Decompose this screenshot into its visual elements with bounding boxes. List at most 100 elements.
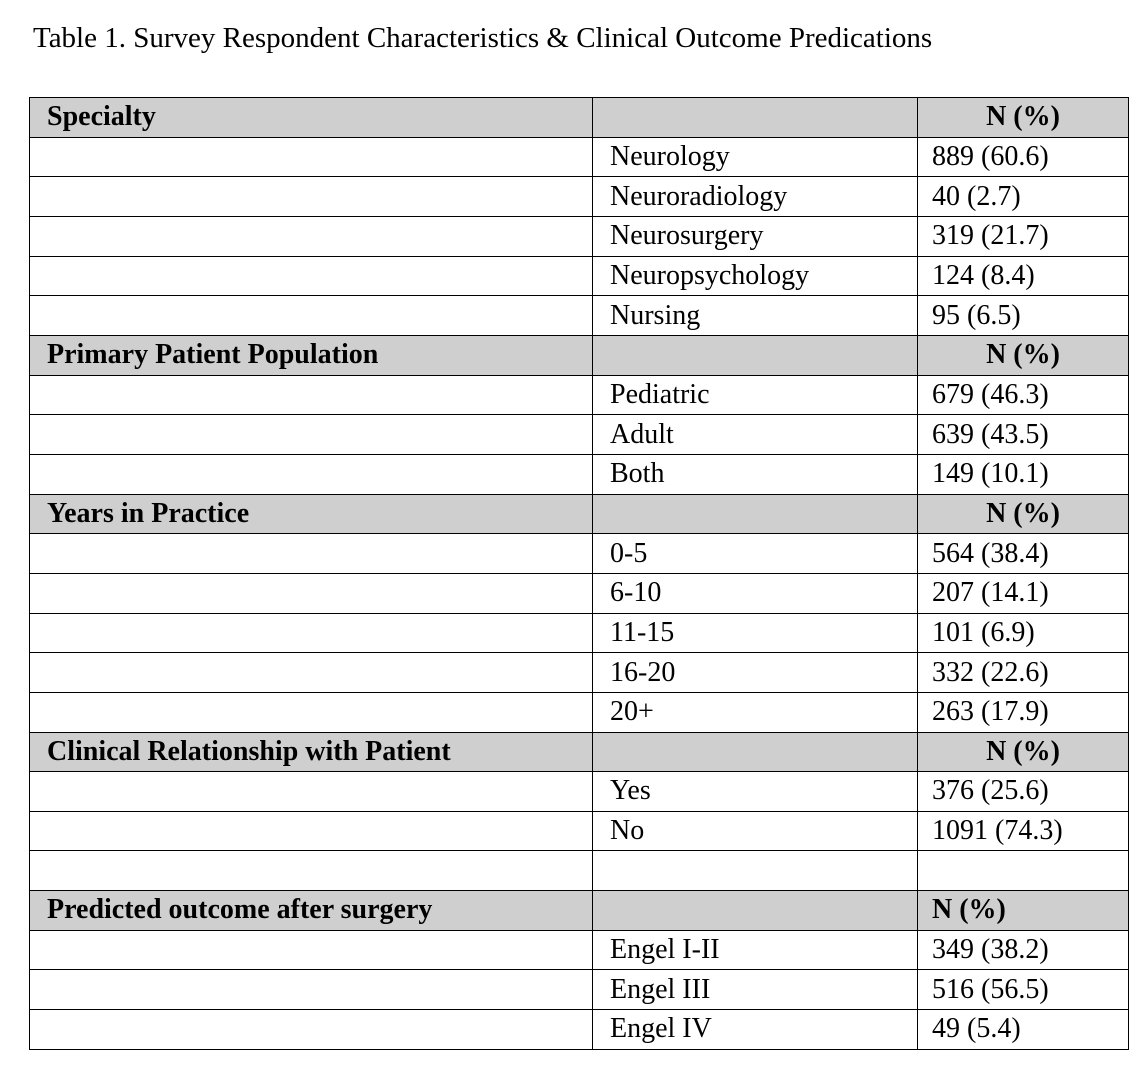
cell [592,334,918,376]
category: Pediatric [592,374,918,416]
data-row: Neurology 889 (60.6) [29,136,1129,178]
count: 149 (10.1) [917,453,1129,495]
section-header-row: Predicted outcome after surgery N (%) [29,890,1129,931]
section-header-row: Specialty N (%) [29,97,1129,138]
cell [592,493,918,535]
data-row: Adult 639 (43.5) [29,414,1129,455]
cell [29,850,593,892]
count: 376 (25.6) [917,771,1129,812]
section-heading: Clinical Relationship with Patient [29,731,593,773]
cell [29,414,593,455]
count: 564 (38.4) [917,533,1129,574]
category: Neuropsychology [592,255,918,297]
cell [592,97,918,138]
data-row: 6-10 207 (14.1) [29,572,1129,614]
cell [29,572,593,614]
cell [29,215,593,257]
category: No [592,810,918,852]
category: Nursing [592,295,918,336]
data-row: 16-20 332 (22.6) [29,652,1129,693]
column-header: N (%) [917,97,1129,138]
data-row: Both 149 (10.1) [29,453,1129,495]
count: 101 (6.9) [917,612,1129,654]
category: Engel I-II [592,929,918,971]
count: 1091 (74.3) [917,810,1129,852]
cell [29,612,593,654]
table-body: Specialty N (%) Neurology 889 (60.6) Neurora… [29,97,1129,1050]
section-heading: Predicted outcome after surgery [29,890,593,931]
count: 639 (43.5) [917,414,1129,455]
count: 349 (38.2) [917,929,1129,971]
cell [29,374,593,416]
column-header: N (%) [917,890,1129,931]
count: 49 (5.4) [917,1009,1129,1050]
column-header: N (%) [917,334,1129,376]
section-heading: Primary Patient Population [29,334,593,376]
count: 124 (8.4) [917,255,1129,297]
category: Yes [592,771,918,812]
cell [29,1009,593,1050]
cell [29,295,593,336]
category: 0-5 [592,533,918,574]
data-row: No 1091 (74.3) [29,810,1129,852]
category: 16-20 [592,652,918,693]
section-header-row: Primary Patient Population N (%) [29,334,1129,376]
category: 6-10 [592,572,918,614]
data-row: Neuroradiology 40 (2.7) [29,176,1129,217]
cell [592,850,918,892]
data-row: Engel IV 49 (5.4) [29,1009,1129,1050]
cell [29,652,593,693]
category: Engel IV [592,1009,918,1050]
data-row: Yes 376 (25.6) [29,771,1129,812]
data-row: Neurosurgery 319 (21.7) [29,215,1129,257]
category: Engel III [592,969,918,1011]
count: 332 (22.6) [917,652,1129,693]
cell [29,929,593,971]
data-row: Engel III 516 (56.5) [29,969,1129,1011]
category: Neurosurgery [592,215,918,257]
count: 889 (60.6) [917,136,1129,178]
cell [29,771,593,812]
category: Both [592,453,918,495]
count: 207 (14.1) [917,572,1129,614]
section-header-row: Years in Practice N (%) [29,493,1129,535]
section-heading: Years in Practice [29,493,593,535]
data-row: Pediatric 679 (46.3) [29,374,1129,416]
count: 516 (56.5) [917,969,1129,1011]
blank-row [29,850,1129,892]
data-row: Neuropsychology 124 (8.4) [29,255,1129,297]
category: 11-15 [592,612,918,654]
column-header: N (%) [917,493,1129,535]
category: Adult [592,414,918,455]
data-row: 0-5 564 (38.4) [29,533,1129,574]
category: Neuroradiology [592,176,918,217]
data-row: 11-15 101 (6.9) [29,612,1129,654]
cell [29,810,593,852]
section-heading: Specialty [29,97,593,138]
count: 679 (46.3) [917,374,1129,416]
cell [29,255,593,297]
data-row: Engel I-II 349 (38.2) [29,929,1129,971]
table-title: Table 1. Survey Respondent Characteristi… [33,22,933,54]
section-header-row: Clinical Relationship with Patient N (%) [29,731,1129,773]
count: 40 (2.7) [917,176,1129,217]
data-row: Nursing 95 (6.5) [29,295,1129,336]
category: Neurology [592,136,918,178]
cell [29,136,593,178]
cell [29,453,593,495]
count: 319 (21.7) [917,215,1129,257]
cell [592,731,918,773]
data-row: 20+ 263 (17.9) [29,691,1129,733]
cell [29,176,593,217]
cell [592,890,918,931]
category: 20+ [592,691,918,733]
count: 95 (6.5) [917,295,1129,336]
column-header: N (%) [917,731,1129,773]
count: 263 (17.9) [917,691,1129,733]
cell [29,691,593,733]
table: Specialty N (%) Neurology 889 (60.6) Neurora… [29,97,1129,1050]
cell [29,969,593,1011]
cell [917,850,1129,892]
cell [29,533,593,574]
